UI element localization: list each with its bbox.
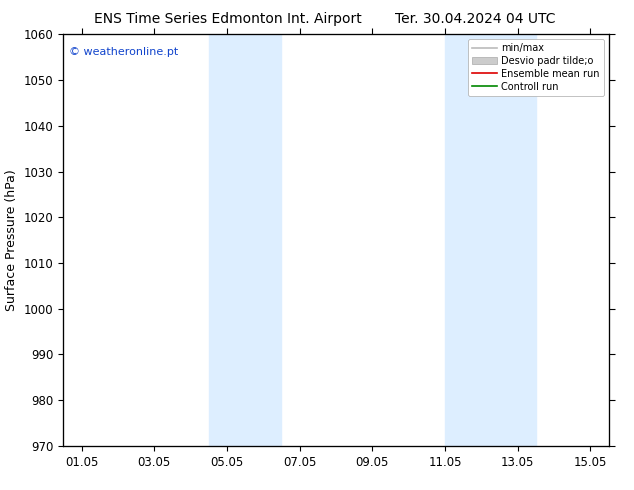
Bar [445, 34, 536, 446]
Text: © weatheronline.pt: © weatheronline.pt [69, 47, 178, 57]
Legend: min/max, Desvio padr tilde;o, Ensemble mean run, Controll run: min/max, Desvio padr tilde;o, Ensemble m… [469, 39, 604, 96]
Text: ENS Time Series Edmonton Int. Airport: ENS Time Series Edmonton Int. Airport [94, 12, 362, 26]
Bar [209, 34, 281, 446]
Y-axis label: Surface Pressure (hPa): Surface Pressure (hPa) [5, 169, 18, 311]
Text: Ter. 30.04.2024 04 UTC: Ter. 30.04.2024 04 UTC [395, 12, 556, 26]
